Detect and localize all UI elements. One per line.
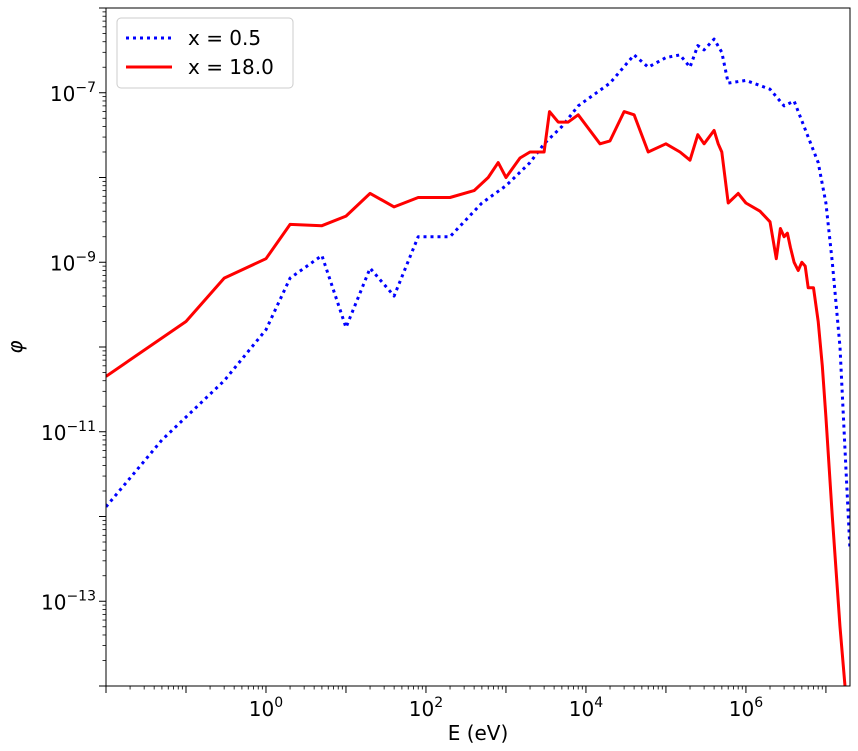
legend-label-x-18: x = 18.0 — [188, 55, 274, 79]
tick-layer: 100 102 104 106 10−7 10−9 10−11 10−13 — [41, 7, 827, 721]
y-tick-label-2: 10−11 — [41, 419, 96, 445]
y-tick-label-1: 10−9 — [50, 249, 96, 275]
y-tick-label-0: 10−7 — [50, 80, 96, 106]
series-layer — [106, 37, 850, 686]
series-line-1 — [106, 110, 847, 686]
x-tick-label-2: 104 — [569, 695, 603, 721]
x-tick-label-0: 100 — [249, 695, 283, 721]
series-line-0 — [106, 37, 850, 551]
x-tick-label-3: 106 — [729, 695, 763, 721]
y-axis-label: φ — [3, 340, 27, 353]
legend: x = 0.5 x = 18.0 — [116, 17, 294, 89]
plot-frame — [105, 7, 851, 687]
x-axis-label: E (eV) — [448, 721, 509, 745]
legend-box — [116, 17, 294, 89]
x-tick-label-1: 102 — [409, 695, 443, 721]
y-tick-label-3: 10−13 — [41, 588, 96, 614]
legend-label-x-0-5: x = 0.5 — [188, 26, 261, 50]
